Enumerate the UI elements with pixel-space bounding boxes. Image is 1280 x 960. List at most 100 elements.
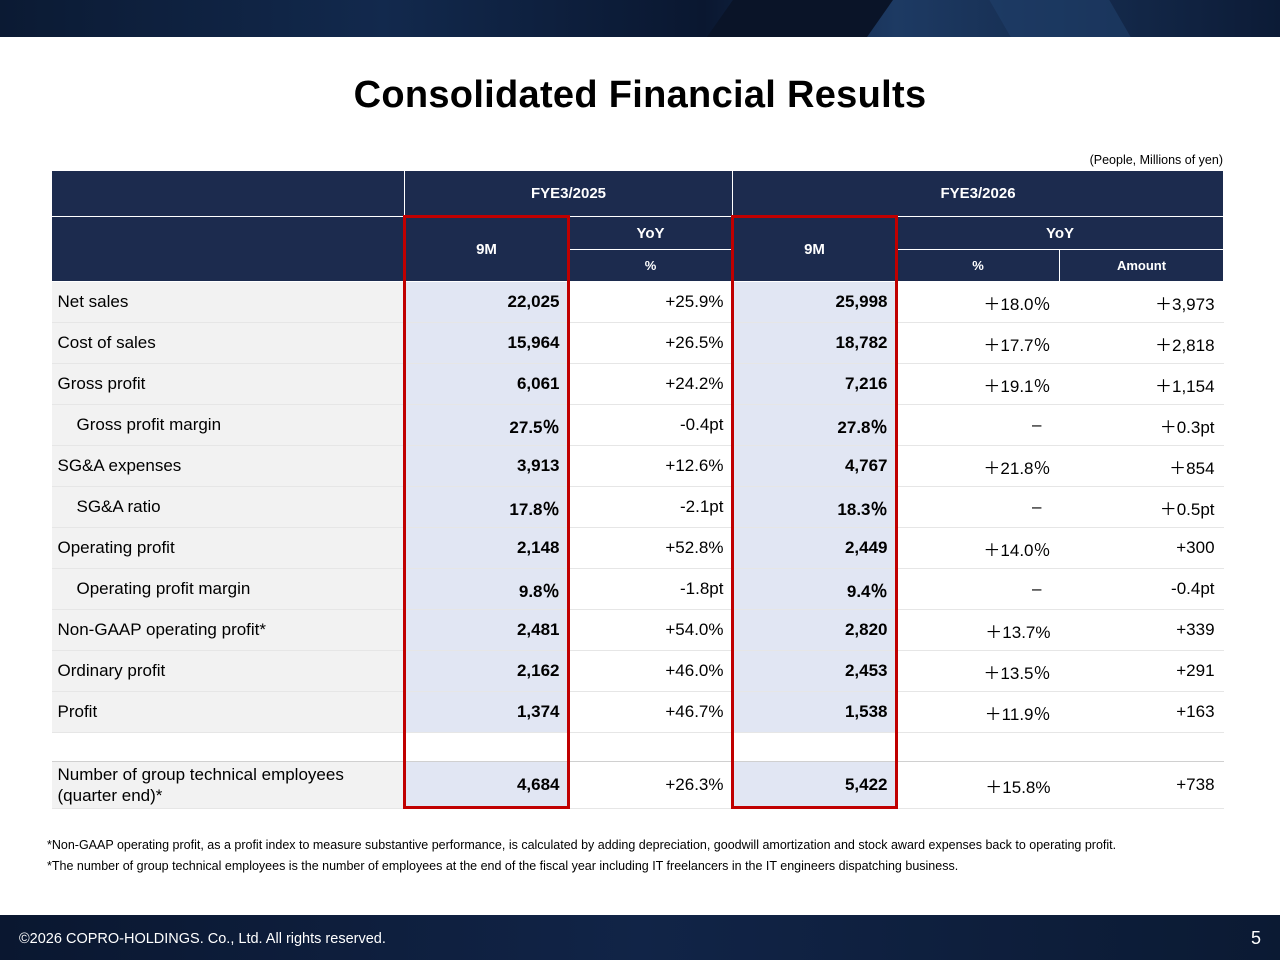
table-row: Ordinary profit 2,162 +46.0% 2,453 ＋13.5…	[51, 650, 1224, 692]
fy26-9m-value: 1,538	[732, 691, 897, 733]
fy25-yoy-value: +46.0%	[568, 650, 733, 692]
fy26-9m-value: 9.4％	[732, 568, 897, 610]
fy25-9m-value: 15,964	[404, 322, 569, 364]
fy26-yoy-percent: ＋14.0％	[896, 527, 1060, 569]
fy26-yoy-percent: ＋17.7％	[896, 322, 1060, 364]
banner-facet	[989, 0, 1131, 37]
fy25-9m-value: 2,162	[404, 650, 569, 692]
fy26-yoy-amount: +339	[1059, 609, 1224, 651]
footer-bar: ©2026 COPRO-HOLDINGS. Co., Ltd. All righ…	[0, 915, 1280, 960]
fy26-yoy-amount: ＋0.5pt	[1059, 486, 1224, 528]
table-row: Operating profit margin 9.8％ -1.8pt 9.4％…	[51, 568, 1224, 610]
header-period-fye2026: FYE3/2026	[731, 170, 1225, 217]
spacer-cell	[568, 732, 733, 762]
spacer-cell	[51, 732, 405, 762]
table-row: SG&A expenses 3,913 +12.6% 4,767 ＋21.8％ …	[51, 445, 1224, 487]
fy26-9m-value: 7,216	[732, 363, 897, 405]
header-percent-fye2025: %	[568, 249, 733, 282]
fy26-yoy-amount: -0.4pt	[1059, 568, 1224, 610]
fy26-yoy-amount: ＋1,154	[1059, 363, 1224, 405]
footnotes: *Non-GAAP operating profit, as a profit …	[47, 835, 1116, 877]
fy26-yoy-percent: ＋18.0％	[896, 281, 1060, 323]
copyright-text: ©2026 COPRO-HOLDINGS. Co., Ltd. All righ…	[19, 931, 386, 947]
units-note: (People, Millions of yen)	[1089, 153, 1223, 167]
fy26-yoy-amount: ＋854	[1059, 445, 1224, 487]
employees-label-line1: Number of group technical employees	[57, 765, 344, 784]
row-label: Net sales	[51, 281, 405, 323]
row-label: Operating profit	[51, 527, 405, 569]
table-row: Operating profit 2,148 +52.8% 2,449 ＋14.…	[51, 527, 1224, 569]
spacer-row	[51, 732, 1224, 762]
table-row: Gross profit margin 27.5％ -0.4pt 27.8％ –…	[51, 404, 1224, 446]
fy25-yoy-value: +52.8%	[568, 527, 733, 569]
fy25-yoy-value: -0.4pt	[568, 404, 733, 446]
header-9m-fye2025: 9M	[404, 216, 569, 282]
page-title: Consolidated Financial Results	[353, 74, 927, 116]
fy25-9m-value: 2,481	[404, 609, 569, 651]
fy25-9m-value: 17.8％	[404, 486, 569, 528]
spacer-cell	[896, 732, 1060, 762]
fy25-yoy-value: +26.5%	[568, 322, 733, 364]
fy26-9m-value: 5,422	[732, 761, 897, 809]
footnote: *The number of group technical employees…	[47, 859, 959, 873]
financial-results-table: FYE3/2025 FYE3/2026 9M YoY 9M YoY % % Am…	[51, 170, 1225, 809]
fy26-9m-value: 25,998	[732, 281, 897, 323]
fy26-yoy-percent: –	[896, 404, 1060, 446]
row-label: Cost of sales	[51, 322, 405, 364]
fy25-9m-value: 22,025	[404, 281, 569, 323]
fy26-9m-value: 18.3％	[732, 486, 897, 528]
fy26-9m-value: 27.8％	[732, 404, 897, 446]
spacer-cell	[732, 732, 897, 762]
fy25-9m-value: 2,148	[404, 527, 569, 569]
fy26-9m-value: 18,782	[732, 322, 897, 364]
fy26-yoy-percent: ＋19.1％	[896, 363, 1060, 405]
fy25-yoy-value: -2.1pt	[568, 486, 733, 528]
fy26-yoy-amount: +300	[1059, 527, 1224, 569]
fy26-yoy-amount: ＋0.3pt	[1059, 404, 1224, 446]
fy25-yoy-value: +24.2%	[568, 363, 733, 405]
header-yoy-fye2026: YoY	[895, 216, 1225, 250]
fy26-9m-value: 2,820	[732, 609, 897, 651]
footnote: *Non-GAAP operating profit, as a profit …	[47, 838, 1117, 852]
fy26-yoy-amount: +163	[1059, 691, 1224, 733]
fy26-yoy-percent: –	[896, 568, 1060, 610]
table-row: Cost of sales 15,964 +26.5% 18,782 ＋17.7…	[51, 322, 1224, 364]
table-row: Gross profit 6,061 +24.2% 7,216 ＋19.1％ ＋…	[51, 363, 1224, 405]
fy25-yoy-value: +25.9%	[568, 281, 733, 323]
fy25-9m-value: 6,061	[404, 363, 569, 405]
fy25-yoy-value: +26.3%	[568, 761, 733, 809]
fy26-yoy-percent: –	[896, 486, 1060, 528]
fy26-yoy-percent: ＋21.8％	[896, 445, 1060, 487]
table-row: SG&A ratio 17.8％ -2.1pt 18.3％ – ＋0.5pt	[51, 486, 1224, 528]
fy26-yoy-amount: +738	[1059, 761, 1224, 809]
header-period-fye2025: FYE3/2025	[404, 170, 733, 217]
row-label: Non-GAAP operating profit*	[51, 609, 405, 651]
fy26-yoy-percent: ＋13.7%	[896, 609, 1060, 651]
row-label: Gross profit	[51, 363, 405, 405]
fy26-9m-value: 2,449	[732, 527, 897, 569]
table-row: Net sales 22,025 +25.9% 25,998 ＋18.0％ ＋3…	[51, 281, 1224, 323]
fy26-yoy-percent: ＋13.5％	[896, 650, 1060, 692]
employees-label-line2: (quarter end)*	[57, 786, 163, 805]
header-yoy-fye2025: YoY	[568, 216, 733, 250]
top-banner	[0, 0, 1280, 37]
fy25-9m-value: 3,913	[404, 445, 569, 487]
header-blank	[51, 216, 405, 282]
row-label: SG&A expenses	[51, 445, 405, 487]
table-row-employees: Number of group technical employees (quar…	[51, 761, 1224, 809]
fy25-yoy-value: +54.0%	[568, 609, 733, 651]
row-label: Gross profit margin	[51, 404, 405, 446]
row-label: Operating profit margin	[51, 568, 405, 610]
fy25-9m-value: 1,374	[404, 691, 569, 733]
row-label: SG&A ratio	[51, 486, 405, 528]
fy25-yoy-value: +12.6%	[568, 445, 733, 487]
fy26-yoy-amount: +291	[1059, 650, 1224, 692]
fy26-yoy-amount: ＋3,973	[1059, 281, 1224, 323]
fy26-yoy-amount: ＋2,818	[1059, 322, 1224, 364]
page-number: 5	[1250, 928, 1261, 948]
spacer-cell	[404, 732, 569, 762]
table-row: Profit 1,374 +46.7% 1,538 ＋11.9％ +163	[51, 691, 1224, 733]
header-blank	[51, 170, 405, 217]
fy25-yoy-value: -1.8pt	[568, 568, 733, 610]
header-percent-fye2026: %	[896, 249, 1060, 282]
